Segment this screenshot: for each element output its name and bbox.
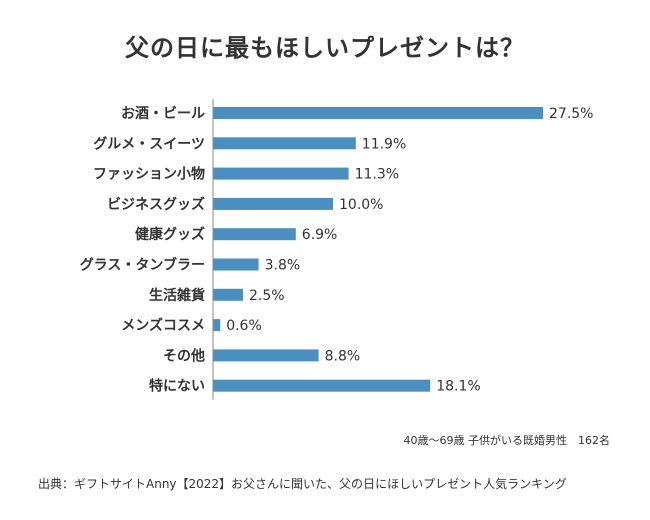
bar	[213, 228, 296, 241]
value-label: 11.3%	[355, 167, 399, 183]
value-label: 18.1%	[436, 379, 480, 395]
category-label: 健康グッズ	[135, 226, 205, 243]
bar	[213, 197, 333, 210]
sample-note: 40歳〜69歳 子供がいる既婚男性 162名	[403, 434, 611, 447]
value-labels: 27.5% 11.9% 11.3% 10.0%6.9%3.8% 2.5% 0.6% 8.8%…	[226, 106, 593, 395]
value-label: 27.5%	[549, 106, 593, 122]
category-labels: お酒・ビールグルメ・スイーツファッション小物ビジネスグッズ健康グッズグラス・タン…	[80, 106, 205, 395]
chart-title: 父の日に最もほしいプレゼントは？	[125, 34, 525, 62]
bar	[213, 137, 356, 150]
value-label: 0.6%	[226, 318, 262, 334]
bar	[213, 379, 431, 392]
bar	[213, 288, 243, 301]
bars	[213, 107, 543, 392]
bar	[213, 319, 221, 332]
category-label: お酒・ビール	[121, 106, 205, 122]
bar	[213, 107, 543, 119]
value-label: 11.9%	[362, 136, 406, 152]
category-label: 特にない	[149, 378, 205, 395]
value-label: 2.5%	[249, 288, 285, 304]
source-note: 出典：ギフトサイトAnny【2022】お父さんに聞いた、父の日にほしいプレゼント…	[38, 477, 567, 491]
value-label: 10.0%	[339, 197, 383, 213]
category-label: ファッション小物	[93, 166, 205, 183]
category-label: グルメ・スイーツ	[93, 135, 205, 152]
category-label: 生活雑貨	[149, 287, 205, 304]
category-label: メンズコスメ	[121, 317, 205, 334]
category-label: その他	[163, 347, 205, 364]
category-label: ビジネスグッズ	[107, 196, 205, 213]
value-label: 6.9%	[302, 227, 338, 243]
value-label: 8.8%	[325, 348, 361, 364]
bar	[213, 258, 259, 271]
value-label: 3.8%	[265, 258, 301, 274]
category-label: グラス・タンブラー	[80, 257, 205, 274]
bar	[213, 349, 319, 362]
bar	[213, 167, 349, 180]
